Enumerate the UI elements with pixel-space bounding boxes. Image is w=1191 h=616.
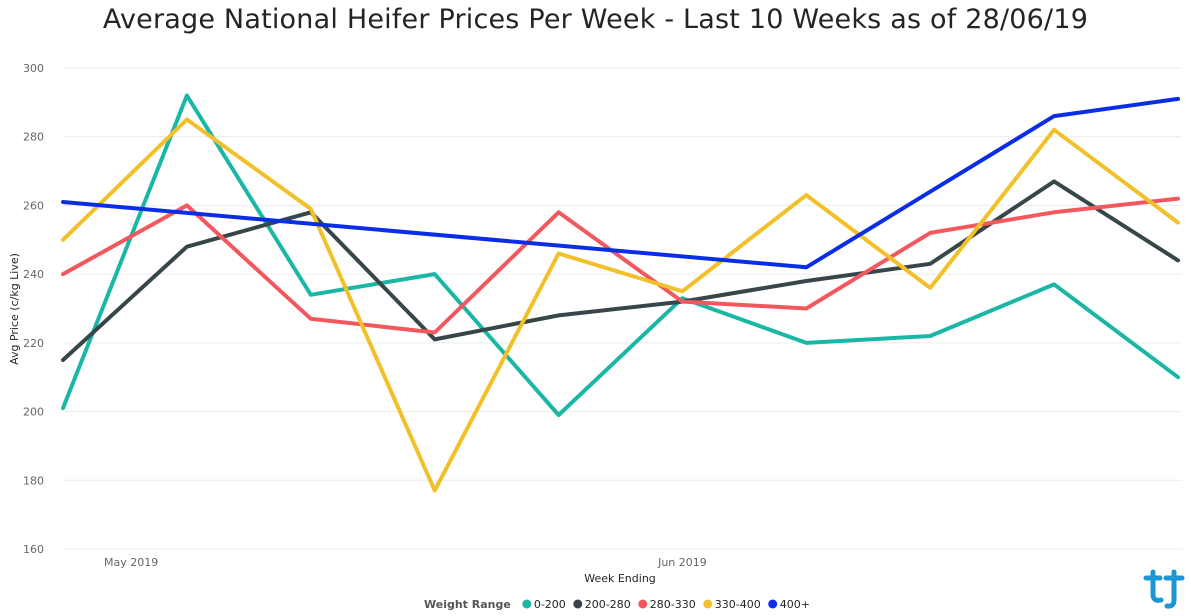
legend-item-200-280[interactable]: 200-280 — [585, 598, 631, 611]
series-line-330-400[interactable] — [61, 117, 1180, 493]
y-tick-label: 160 — [23, 543, 44, 556]
y-axis-ticks: 160 180 200 220 240 260 280 300 — [23, 62, 44, 556]
legend-item-0-200[interactable]: 0-200 — [534, 598, 566, 611]
y-tick-label: 200 — [23, 406, 44, 419]
legend-item-330-400[interactable]: 330-400 — [715, 598, 761, 611]
legend-item-280-330[interactable]: 280-330 — [650, 598, 696, 611]
x-axis-ticks: May 2019 Jun 2019 — [104, 556, 707, 569]
x-tick-label: Jun 2019 — [657, 556, 707, 569]
y-tick-label: 300 — [23, 62, 44, 75]
legend-marker — [522, 599, 532, 609]
series-line-280-330[interactable] — [61, 196, 1180, 335]
legend-title: Weight Range — [424, 598, 511, 611]
t-logo-icon — [1143, 569, 1185, 609]
y-tick-label: 180 — [23, 474, 44, 487]
chart-title: Average National Heifer Prices Per Week … — [102, 4, 1089, 35]
legend-item-400+[interactable]: 400+ — [780, 598, 810, 611]
legend-marker — [573, 599, 583, 609]
legend-marker — [703, 599, 713, 609]
legend-marker — [638, 599, 648, 609]
y-axis-title: Avg Price (c/kg Live) — [8, 253, 21, 365]
y-tick-label: 220 — [23, 337, 44, 350]
x-tick-label: May 2019 — [104, 556, 158, 569]
legend[interactable]: Weight Range 0-200 200-280 280-330 330-400 4… — [424, 598, 810, 611]
y-tick-label: 280 — [23, 131, 44, 144]
series-line-400+[interactable] — [61, 96, 1180, 270]
gridlines — [63, 67, 1182, 550]
series-lines — [61, 93, 1180, 493]
series-line-0-200[interactable] — [61, 93, 1180, 417]
y-tick-label: 240 — [23, 268, 44, 281]
x-axis-title: Week Ending — [584, 572, 656, 585]
y-tick-label: 260 — [23, 199, 44, 212]
legend-marker — [768, 599, 778, 609]
